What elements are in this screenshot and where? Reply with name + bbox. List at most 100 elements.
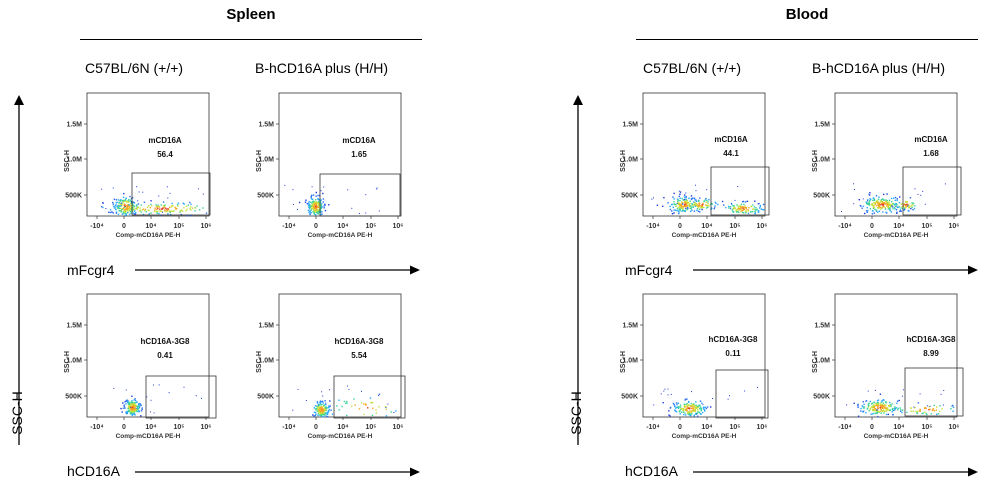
event-dot xyxy=(126,400,128,402)
event-dot xyxy=(315,208,317,210)
event-dot xyxy=(700,410,702,412)
event-dot xyxy=(909,205,911,208)
event-dot xyxy=(866,211,868,213)
event-dot xyxy=(685,197,687,199)
event-dot xyxy=(370,402,372,404)
event-dot xyxy=(112,212,114,214)
event-dot xyxy=(698,200,700,202)
event-dot xyxy=(896,206,899,209)
event-dot xyxy=(159,208,161,210)
event-dot xyxy=(322,201,324,203)
event-dot xyxy=(651,198,653,200)
event-dot xyxy=(690,210,692,213)
event-dot xyxy=(320,199,322,201)
event-dot xyxy=(754,200,756,202)
event-dot xyxy=(869,198,871,200)
event-dot xyxy=(690,411,693,413)
event-dot xyxy=(879,200,882,203)
event-dot xyxy=(672,402,675,405)
event-dot xyxy=(753,208,755,210)
event-dot xyxy=(885,407,887,409)
event-dot xyxy=(897,409,899,411)
gate-percent-label: 44.1 xyxy=(723,149,739,158)
event-dot xyxy=(896,400,899,402)
event-dot xyxy=(873,206,876,209)
event-dot xyxy=(115,211,118,213)
event-dot xyxy=(312,208,314,210)
event-dot xyxy=(684,202,687,204)
event-dot xyxy=(732,211,734,213)
event-dot xyxy=(135,212,137,214)
event-dot xyxy=(141,408,143,411)
event-dot xyxy=(863,407,865,409)
event-dot xyxy=(128,204,130,206)
event-dot xyxy=(135,404,137,407)
event-dot xyxy=(890,197,893,200)
y-tick-label: 1.5M xyxy=(622,122,638,129)
event-dot xyxy=(378,406,380,408)
event-dot xyxy=(877,203,880,205)
x-tick-label: -10⁴ xyxy=(90,424,104,431)
event-dot xyxy=(131,406,133,408)
event-dot xyxy=(133,205,136,207)
event-dot xyxy=(693,403,695,405)
event-dot xyxy=(745,208,747,210)
event-dot xyxy=(317,409,319,411)
event-dot xyxy=(375,412,378,414)
event-dot xyxy=(113,198,115,200)
event-dot xyxy=(311,198,313,200)
event-dot xyxy=(166,210,168,213)
event-dot xyxy=(893,407,895,410)
event-dot xyxy=(307,209,310,212)
event-dot xyxy=(133,201,135,204)
event-dot xyxy=(325,409,328,412)
event-dot xyxy=(161,210,163,212)
event-dot xyxy=(846,404,848,406)
event-dot xyxy=(690,197,693,200)
event-dot xyxy=(730,202,732,204)
event-dot xyxy=(690,205,692,207)
event-dot xyxy=(140,410,143,412)
event-dot xyxy=(297,208,298,210)
event-dot xyxy=(315,199,317,201)
event-dot xyxy=(346,400,348,403)
event-dot xyxy=(314,206,316,208)
event-dot xyxy=(164,205,166,207)
event-dot xyxy=(888,202,890,205)
marker-label-mfcgr4: mFcgr4 xyxy=(625,262,673,278)
event-dot xyxy=(372,401,374,404)
event-dot xyxy=(733,205,735,207)
event-dot xyxy=(681,202,683,204)
event-dot xyxy=(877,207,879,209)
event-dot xyxy=(124,206,126,208)
event-dot xyxy=(744,390,746,392)
event-dot xyxy=(668,414,670,416)
event-dot xyxy=(324,400,326,402)
event-dot xyxy=(881,407,884,409)
event-dot xyxy=(325,402,327,404)
event-dot xyxy=(320,414,322,416)
event-dot xyxy=(692,406,694,408)
event-dot xyxy=(908,206,910,209)
event-dot xyxy=(132,209,134,211)
event-dot xyxy=(714,205,716,207)
gate-name-label: mCD16A xyxy=(342,136,376,145)
event-dot xyxy=(857,415,860,417)
gate-box xyxy=(319,173,401,217)
event-dot xyxy=(733,208,735,210)
event-dot xyxy=(125,389,127,391)
event-dot xyxy=(172,205,174,207)
event-dot xyxy=(155,204,157,206)
event-dot xyxy=(891,411,893,413)
event-dot xyxy=(120,204,122,206)
event-dot xyxy=(740,207,742,209)
event-dot xyxy=(378,395,380,397)
event-dot xyxy=(314,411,317,414)
event-dot xyxy=(693,405,696,408)
event-dot xyxy=(182,202,184,204)
event-dot xyxy=(351,207,353,209)
event-dot xyxy=(114,207,116,209)
event-dot xyxy=(320,190,322,192)
event-dot xyxy=(326,412,328,414)
event-dot xyxy=(757,203,759,205)
